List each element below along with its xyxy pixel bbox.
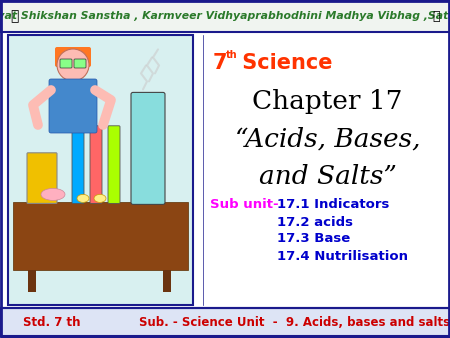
FancyBboxPatch shape: [72, 126, 84, 203]
Bar: [8, 35, 193, 305]
Ellipse shape: [41, 188, 65, 200]
Text: 17.4 Nutrilisation: 17.4 Nutrilisation: [277, 249, 408, 263]
Text: Rayat Shikshan Sanstha , Karmveer Vidhyaprabhodhini Madhya Vibhag ,Satara: Rayat Shikshan Sanstha , Karmveer Vidhya…: [0, 11, 450, 21]
Text: Sub unit-: Sub unit-: [210, 198, 279, 212]
FancyBboxPatch shape: [74, 59, 86, 68]
FancyBboxPatch shape: [55, 47, 91, 67]
Text: Sub. - Science Unit  -  9. Acids, bases and salts: Sub. - Science Unit - 9. Acids, bases an…: [140, 315, 450, 329]
FancyBboxPatch shape: [131, 92, 165, 204]
Text: 17.2 acids: 17.2 acids: [277, 216, 353, 228]
FancyBboxPatch shape: [49, 79, 97, 133]
Text: 17.1 Indicators: 17.1 Indicators: [277, 198, 389, 212]
Bar: [163, 270, 171, 291]
Ellipse shape: [77, 194, 89, 202]
Bar: [205, 35, 448, 305]
Text: th: th: [226, 50, 238, 60]
Text: Std. 7 th: Std. 7 th: [23, 315, 81, 329]
Bar: [13, 202, 188, 270]
Bar: [28, 270, 36, 291]
FancyBboxPatch shape: [90, 126, 102, 203]
Text: 17.3 Base: 17.3 Base: [277, 233, 350, 245]
Bar: [0, 0, 450, 32]
Ellipse shape: [94, 194, 106, 202]
Text: Chapter 17: Chapter 17: [252, 89, 403, 114]
Bar: [0, 308, 450, 336]
FancyBboxPatch shape: [60, 59, 72, 68]
Text: “Acids, Bases,: “Acids, Bases,: [235, 126, 420, 151]
Circle shape: [57, 49, 89, 81]
Text: 🧑: 🧑: [432, 9, 440, 23]
Text: 7: 7: [213, 53, 228, 73]
Text: 🌲: 🌲: [10, 9, 18, 23]
FancyBboxPatch shape: [27, 153, 57, 203]
Text: Science: Science: [235, 53, 333, 73]
FancyBboxPatch shape: [108, 126, 120, 203]
Text: and Salts”: and Salts”: [259, 165, 396, 190]
